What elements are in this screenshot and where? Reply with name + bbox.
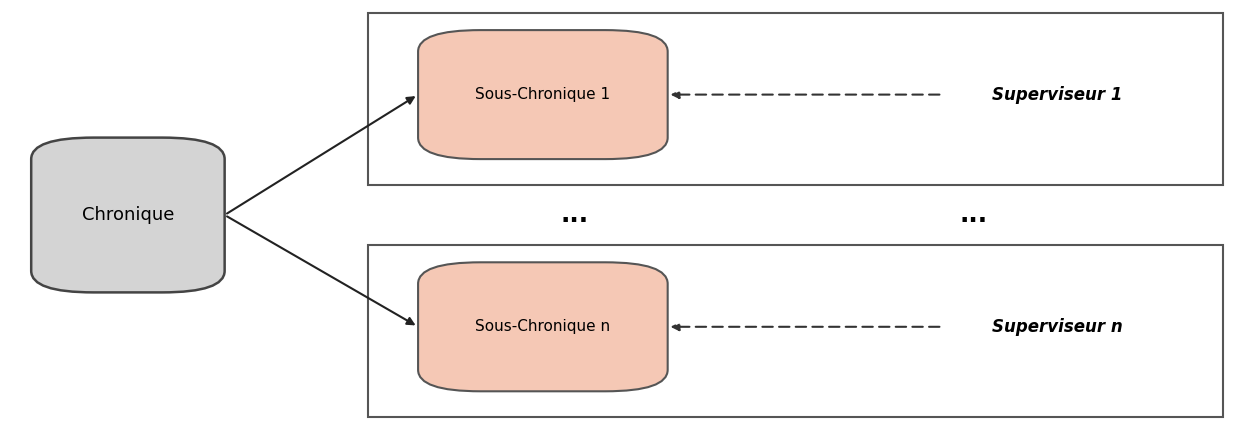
FancyBboxPatch shape xyxy=(418,30,668,159)
Text: Sous-Chronique 1: Sous-Chronique 1 xyxy=(475,87,610,102)
Text: ...: ... xyxy=(960,203,987,227)
FancyBboxPatch shape xyxy=(418,262,668,391)
FancyBboxPatch shape xyxy=(31,138,225,292)
Bar xyxy=(368,245,1223,417)
Text: Superviseur n: Superviseur n xyxy=(992,318,1123,336)
Text: ...: ... xyxy=(560,203,588,227)
Bar xyxy=(368,13,1223,185)
Text: Chronique: Chronique xyxy=(81,206,175,224)
Text: Superviseur 1: Superviseur 1 xyxy=(992,86,1123,104)
Text: Sous-Chronique n: Sous-Chronique n xyxy=(475,319,610,334)
